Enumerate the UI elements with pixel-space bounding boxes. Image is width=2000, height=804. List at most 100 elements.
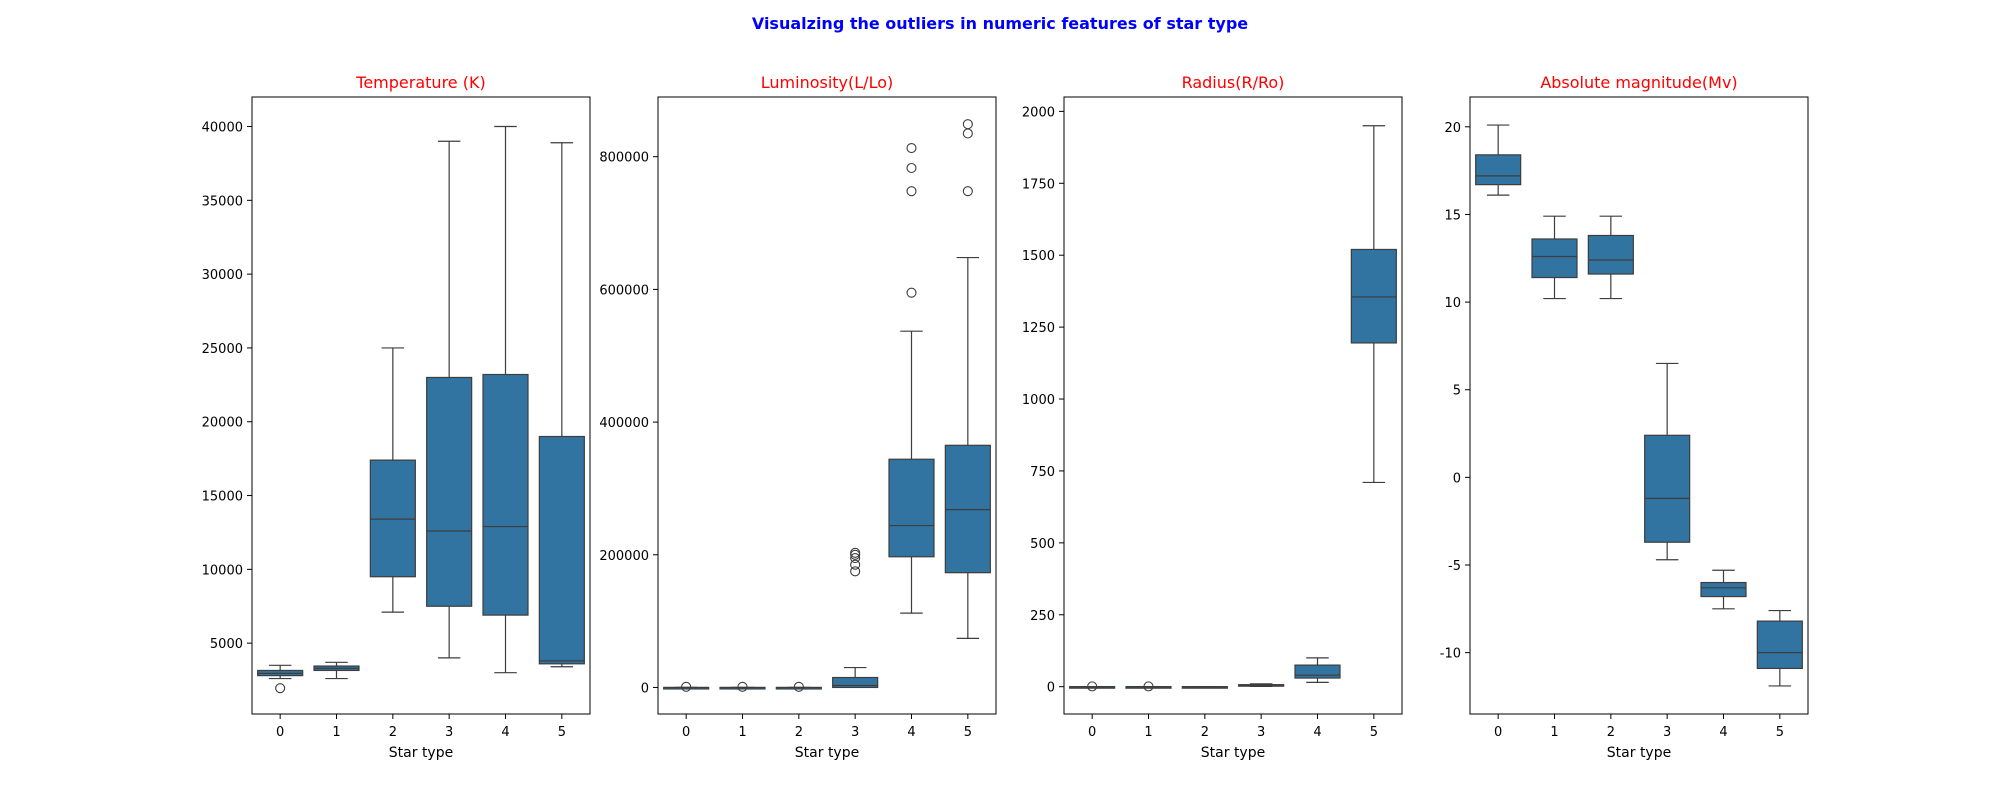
x-tick-label: 2	[1201, 725, 1209, 740]
x-tick-label: 1	[332, 725, 340, 740]
x-tick-label: 4	[907, 725, 915, 740]
y-tick-label: 20000	[202, 416, 243, 431]
x-tick-label: 4	[1313, 725, 1321, 740]
y-tick-label: 0	[641, 681, 649, 696]
box-2	[369, 347, 416, 613]
box-3	[1238, 683, 1285, 687]
panel-title: Radius(R/Ro)	[1182, 73, 1285, 92]
outlier-point	[737, 681, 748, 692]
iqr-box	[1475, 154, 1522, 186]
iqr-box	[1756, 620, 1803, 670]
box-2	[1587, 215, 1634, 300]
outlier-point	[850, 559, 861, 570]
iqr-box	[538, 435, 585, 665]
y-tick-label: 800000	[599, 151, 649, 166]
x-tick-label: 2	[389, 725, 397, 740]
axes-frame	[1063, 96, 1403, 715]
x-tick-label: 4	[1719, 725, 1727, 740]
y-tick-label: 5000	[210, 637, 243, 652]
box-4	[1700, 569, 1747, 610]
outlier-point	[793, 681, 804, 692]
y-tick-label: 0	[1453, 471, 1461, 486]
y-tick-label: 1250	[1022, 321, 1055, 336]
axes-frame	[251, 96, 591, 715]
box-1	[1125, 681, 1172, 692]
x-tick-label: 0	[1494, 725, 1502, 740]
y-tick-label: 200000	[599, 549, 649, 564]
iqr-box	[832, 676, 879, 689]
x-tick-label: 1	[738, 725, 746, 740]
box-3	[1644, 362, 1691, 561]
x-tick-label: 1	[1144, 725, 1152, 740]
x-axis-label: Star type	[1201, 745, 1265, 761]
outlier-point	[850, 547, 861, 558]
x-tick-label: 0	[682, 725, 690, 740]
y-tick-label: 750	[1030, 465, 1055, 480]
y-tick-label: 1500	[1022, 249, 1055, 264]
x-tick-label: 1	[1550, 725, 1558, 740]
outlier-point	[906, 143, 917, 154]
outlier-point	[275, 683, 286, 694]
box-0	[1069, 681, 1116, 692]
y-tick-label: 5	[1453, 384, 1461, 399]
y-tick-label: 15	[1444, 208, 1461, 223]
panel-title: Absolute magnitude(Mv)	[1540, 73, 1737, 92]
iqr-box	[1350, 248, 1397, 344]
panel-1: Luminosity(L/Lo) 0 200000 400000 600000 80000…	[599, 73, 997, 761]
outlier-point	[962, 128, 973, 139]
y-tick-label: 10000	[202, 563, 243, 578]
iqr-box	[1644, 434, 1691, 543]
outlier-point	[906, 287, 917, 298]
y-tick-label: 600000	[599, 283, 649, 298]
x-axis-label: Star type	[795, 745, 859, 761]
x-tick-label: 5	[964, 725, 972, 740]
y-tick-label: 30000	[202, 268, 243, 283]
x-tick-label: 0	[276, 725, 284, 740]
panel-title: Luminosity(L/Lo)	[761, 73, 893, 92]
x-tick-label: 3	[445, 725, 453, 740]
y-tick-label: -5	[1448, 559, 1461, 574]
box-2	[775, 681, 822, 692]
iqr-box	[426, 376, 473, 607]
iqr-box	[1700, 581, 1747, 598]
y-tick-label: 15000	[202, 490, 243, 505]
x-tick-label: 3	[1257, 725, 1265, 740]
y-tick-label: 35000	[202, 194, 243, 209]
box-2	[1181, 686, 1228, 689]
panel-title: Temperature (K)	[355, 73, 485, 92]
axes-frame	[657, 96, 997, 715]
y-tick-label: 250	[1030, 609, 1055, 624]
x-tick-label: 3	[1663, 725, 1671, 740]
outlier-point	[1143, 681, 1154, 692]
y-tick-label: 0	[1047, 681, 1055, 696]
y-tick-label: -10	[1440, 647, 1461, 662]
y-tick-label: 1750	[1022, 177, 1055, 192]
y-tick-label: 1000	[1022, 393, 1055, 408]
outlier-point	[1087, 681, 1098, 692]
box-1	[313, 661, 360, 680]
outlier-point	[850, 553, 861, 564]
iqr-box	[944, 444, 991, 574]
outlier-point	[962, 186, 973, 197]
outlier-point	[962, 119, 973, 130]
x-tick-label: 5	[1370, 725, 1378, 740]
box-1	[1531, 215, 1578, 300]
outlier-point	[906, 162, 917, 174]
box-3	[426, 140, 473, 659]
box-5	[944, 119, 991, 639]
iqr-box	[1294, 664, 1341, 679]
box-5	[1756, 609, 1803, 687]
box-4	[1294, 657, 1341, 683]
figure-title: Visualzing the outliers in numeric featu…	[752, 14, 1248, 33]
box-5	[538, 142, 585, 668]
x-axis-label: Star type	[1607, 745, 1671, 761]
box-0	[663, 681, 710, 692]
iqr-box	[1531, 238, 1578, 279]
x-tick-label: 2	[1607, 725, 1615, 740]
box-5	[1350, 125, 1397, 484]
outlier-point	[906, 186, 917, 197]
y-tick-label: 25000	[202, 342, 243, 357]
iqr-box	[888, 458, 935, 558]
x-tick-label: 5	[558, 725, 566, 740]
